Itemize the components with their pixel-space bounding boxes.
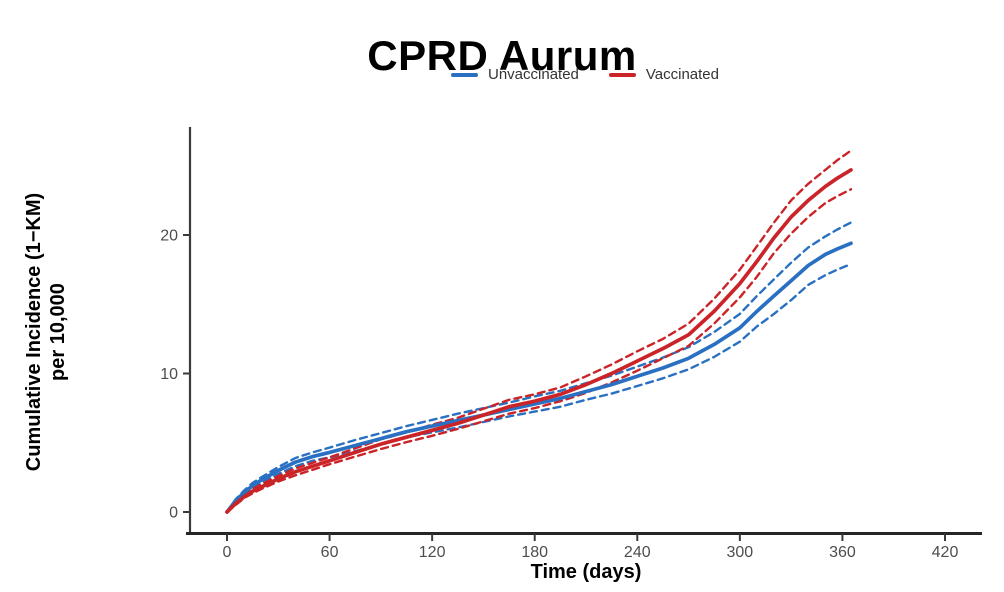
y-tick-label: 0: [169, 505, 178, 522]
legend: Unvaccinated Vaccinated: [190, 66, 980, 83]
y-tick-label: 10: [160, 366, 178, 383]
x-tick-label: 420: [932, 544, 959, 561]
legend-item-unvaccinated: Unvaccinated: [451, 66, 579, 83]
x-tick-label: 360: [829, 544, 856, 561]
series-line-unvaccinated-95-ci-upper: [225, 221, 853, 514]
x-axis-title: Time (days): [530, 561, 642, 583]
vaccinated-line-swatch: [608, 72, 636, 77]
y-tick-label: 20: [160, 228, 178, 245]
legend-label-unvaccinated: Unvaccinated: [488, 66, 579, 83]
x-tick-label: 180: [521, 544, 548, 561]
legend-label-vaccinated: Vaccinated: [645, 66, 719, 83]
x-tick-label: 240: [624, 544, 651, 561]
unvaccinated-line-swatch: [451, 72, 478, 77]
series-line-unvaccinated-95-ci-lower: [225, 262, 853, 514]
x-tick-label: 300: [727, 544, 754, 561]
series-line-vaccinated: [225, 168, 853, 514]
legend-item-vaccinated: Vaccinated: [608, 66, 719, 83]
series-line-vaccinated-95-ci-lower: [225, 188, 853, 514]
x-tick-label: 120: [419, 544, 446, 561]
series-line-unvaccinated: [225, 241, 853, 514]
x-tick-label: 60: [321, 544, 339, 561]
x-tick-label: 0: [223, 544, 232, 561]
chart-title: CPRD Aurum: [367, 32, 637, 80]
series-line-vaccinated-95-ci-upper: [225, 149, 853, 514]
